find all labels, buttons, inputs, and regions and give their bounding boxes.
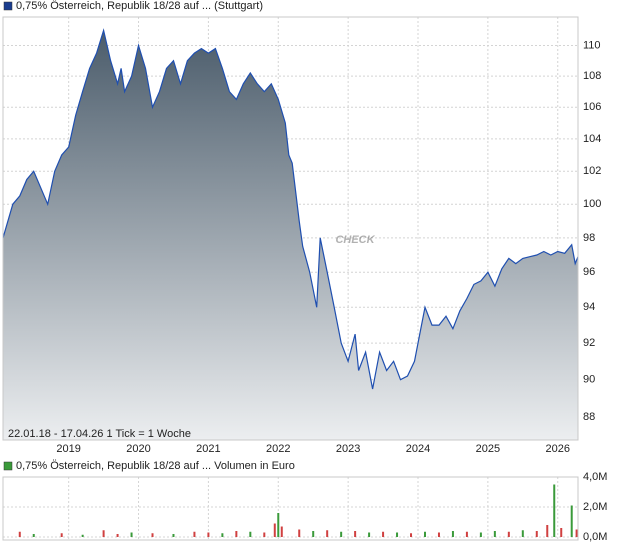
volume-bar (116, 534, 119, 537)
volume-bar (570, 505, 573, 537)
y-tick-label: 92 (583, 337, 595, 349)
volume-bar (575, 529, 578, 537)
volume-bar (553, 484, 556, 537)
y-tick-label: 2,0M (583, 501, 607, 513)
volume-bar (521, 530, 524, 537)
y-tick-label: 108 (583, 70, 601, 82)
y-tick-label: 90 (583, 374, 595, 386)
plot-frame (2, 476, 579, 541)
volume-bar (507, 531, 510, 537)
volume-bar (249, 531, 252, 537)
volume-bar (535, 531, 538, 537)
y-tick-label: 4,0M (583, 471, 607, 483)
volume-bar (479, 532, 482, 537)
watermark: CHECK (335, 234, 375, 246)
volume-bar (298, 529, 301, 537)
volume-bar (312, 531, 315, 537)
x-tick-label: 2026 (545, 443, 569, 455)
y-tick-label: 104 (583, 133, 601, 145)
y-tick-label: 106 (583, 101, 601, 113)
x-tick-label: 2023 (336, 443, 360, 455)
volume-bar (172, 534, 175, 537)
volume-bar (280, 526, 283, 537)
volume-bar (221, 533, 224, 537)
volume-bar (546, 525, 549, 537)
y-tick-label: 98 (583, 232, 595, 244)
x-tick-label: 2020 (126, 443, 150, 455)
volume-bar (193, 531, 196, 537)
footer: 22.01.18 - 17.04.26 1 Tick = 1 Woche (8, 428, 191, 440)
price-line (2, 28, 579, 390)
volume-bar (340, 531, 343, 537)
volume-bar (18, 531, 21, 537)
volume-bar (32, 534, 35, 537)
y-tick-label: 94 (583, 301, 595, 313)
volume-bar (81, 534, 84, 537)
volume-bar (151, 533, 154, 537)
y-tick-label: 102 (583, 165, 601, 177)
x-tick-label: 2019 (56, 443, 80, 455)
volume-bar (465, 531, 468, 537)
volume-bar (451, 531, 454, 537)
volume-bar (263, 532, 266, 537)
volume-bar (326, 530, 329, 537)
price-area (3, 30, 578, 441)
volume-bar (60, 533, 63, 537)
volume-bar (354, 531, 357, 537)
y-tick-label: 88 (583, 411, 595, 423)
volume-bar (130, 532, 133, 537)
volume-bar (396, 532, 399, 537)
x-tick-label: 2025 (476, 443, 500, 455)
volume-bar (437, 532, 440, 537)
y-tick-label: 0,0M (583, 531, 607, 543)
volume-bar (273, 523, 276, 537)
volume-bar (277, 513, 280, 537)
volume-bar (235, 531, 238, 537)
volume-bar (423, 531, 426, 537)
volume-bar (207, 532, 210, 537)
legend-swatch (3, 1, 13, 11)
x-tick-label: 2022 (266, 443, 290, 455)
volume-bar (382, 531, 385, 537)
y-tick-label: 100 (583, 198, 601, 210)
volume-bar (102, 530, 105, 537)
plot-frame (2, 16, 579, 441)
legend-label: 0,75% Österreich, Republik 18/28 auf ...… (16, 0, 263, 12)
volume-bar (368, 532, 371, 537)
legend-swatch (3, 461, 13, 471)
legend-label: 0,75% Österreich, Republik 18/28 auf ...… (16, 460, 295, 472)
y-tick-label: 110 (583, 39, 601, 51)
volume-bar (410, 533, 413, 537)
x-tick-label: 2024 (406, 443, 430, 455)
y-tick-label: 96 (583, 266, 595, 278)
x-tick-label: 2021 (196, 443, 220, 455)
volume-bar (560, 528, 563, 537)
volume-bar (493, 531, 496, 537)
